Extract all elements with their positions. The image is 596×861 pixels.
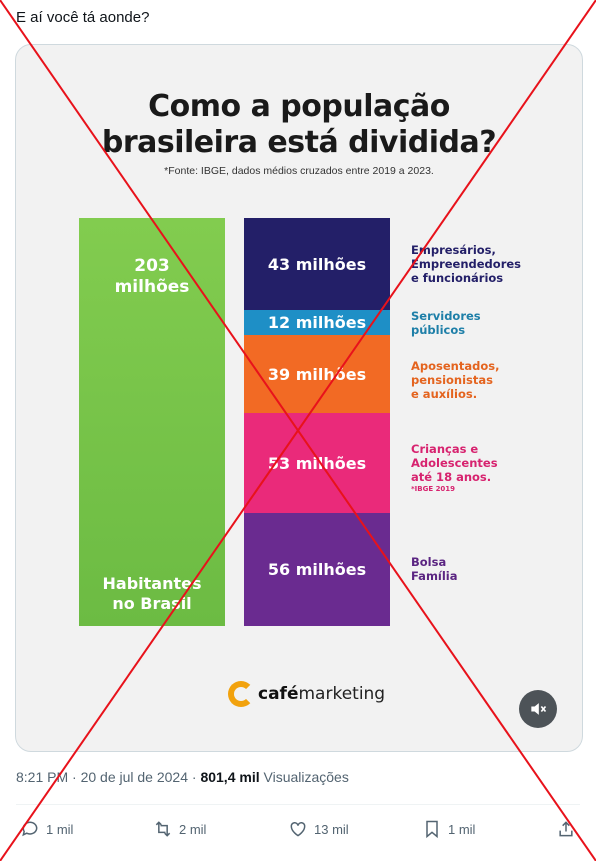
post-text: E aí você tá aonde? (16, 9, 150, 26)
divider (16, 804, 580, 805)
segment-label-line: Adolescentes (411, 456, 498, 470)
total-label: Habitantes no Brasil (79, 574, 225, 614)
bookmark-icon (426, 820, 438, 839)
segment-label-line: Bolsa (411, 555, 447, 569)
total-value: 203 milhões (79, 256, 225, 298)
total-value-number: 203 (134, 256, 170, 276)
total-population-bar: 203 milhões Habitantes no Brasil (79, 218, 225, 626)
segment-value: 43 milhões (267, 254, 367, 274)
segment-label-line: Empresários, (411, 243, 496, 257)
views-label: Visualizações (259, 769, 349, 785)
reply-button[interactable]: 1 mil (20, 814, 73, 844)
segment-bar-3: 53 milhões (244, 413, 390, 513)
total-label-line2: no Brasil (112, 594, 192, 613)
post-meta: 8:21 PM · 20 de jul de 2024 · 801,4 mil … (16, 769, 349, 785)
segment-label-1: Servidores públicos (411, 309, 481, 337)
cafe-marketing-logo: cafémarketing (228, 677, 385, 711)
share-icon (559, 821, 573, 837)
segment-bar-4: 56 milhões (244, 513, 390, 626)
repost-count: 2 mil (179, 821, 207, 837)
infographic-source: *Fonte: IBGE, dados médios cruzados entr… (164, 165, 434, 177)
segment-note: *IBGE 2019 (411, 485, 456, 493)
segment-label-line: Família (411, 569, 458, 583)
segment-label-line: Servidores (411, 309, 481, 323)
reply-count: 1 mil (46, 821, 74, 837)
segment-value: 53 milhões (267, 453, 367, 473)
segment-label-0: Empresários, Empreendedores e funcionári… (411, 243, 521, 285)
segment-bar-2: 39 milhões (244, 335, 390, 413)
infographic-title-line1: Como a população (148, 89, 450, 124)
segment-label-line: e auxílios. (411, 387, 478, 401)
logo-text: cafémarketing (258, 684, 385, 704)
post-timestamp[interactable]: 8:21 PM · 20 de jul de 2024 · (16, 769, 201, 785)
segment-label-line: Aposentados, (411, 359, 500, 373)
segment-value: 56 milhões (267, 560, 367, 579)
reply-icon (22, 821, 38, 837)
mute-icon (531, 703, 547, 715)
segment-label-line: Empreendedores (411, 257, 522, 271)
segment-value: 12 milhões (267, 313, 367, 332)
segment-bar-0: 43 milhões (244, 218, 390, 310)
mute-button[interactable] (519, 690, 557, 728)
segment-label-line: e funcionários (411, 271, 504, 285)
segment-label-line: públicos (411, 323, 466, 337)
post-media[interactable]: Como a população brasileira está dividid… (15, 44, 583, 752)
bookmark-count: 1 mil (448, 821, 476, 837)
segment-value: 39 milhões (267, 364, 367, 384)
views-count: 801,4 mil (200, 769, 260, 785)
action-bar: 1 mil 2 mil 13 mil 1 mil (0, 814, 596, 844)
repost-icon (155, 821, 171, 837)
total-value-unit: milhões (114, 277, 190, 297)
bookmark-button[interactable]: 1 mil (422, 814, 475, 844)
segment-label-4: Bolsa Família (411, 555, 458, 583)
segment-label-2: Aposentados, pensionistas e auxílios. (411, 359, 499, 401)
like-icon (290, 821, 306, 837)
logo-brand-rest: marketing (298, 684, 386, 704)
repost-button[interactable]: 2 mil (153, 814, 206, 844)
share-button[interactable] (556, 814, 576, 844)
logo-brand-bold: café (258, 684, 299, 704)
segment-label-line: até 18 anos. (411, 470, 492, 484)
segment-label-line: Crianças e (411, 442, 479, 456)
total-label-line1: Habitantes (102, 574, 202, 593)
infographic-title-line2: brasileira está dividida? (101, 125, 497, 160)
segment-label-3: Crianças e Adolescentes até 18 anos. *IB… (411, 442, 498, 494)
like-count: 13 mil (314, 821, 349, 837)
like-button[interactable]: 13 mil (288, 814, 349, 844)
logo-c-icon (228, 681, 254, 707)
segment-bar-1: 12 milhões (244, 310, 390, 335)
segment-label-line: pensionistas (411, 373, 493, 387)
